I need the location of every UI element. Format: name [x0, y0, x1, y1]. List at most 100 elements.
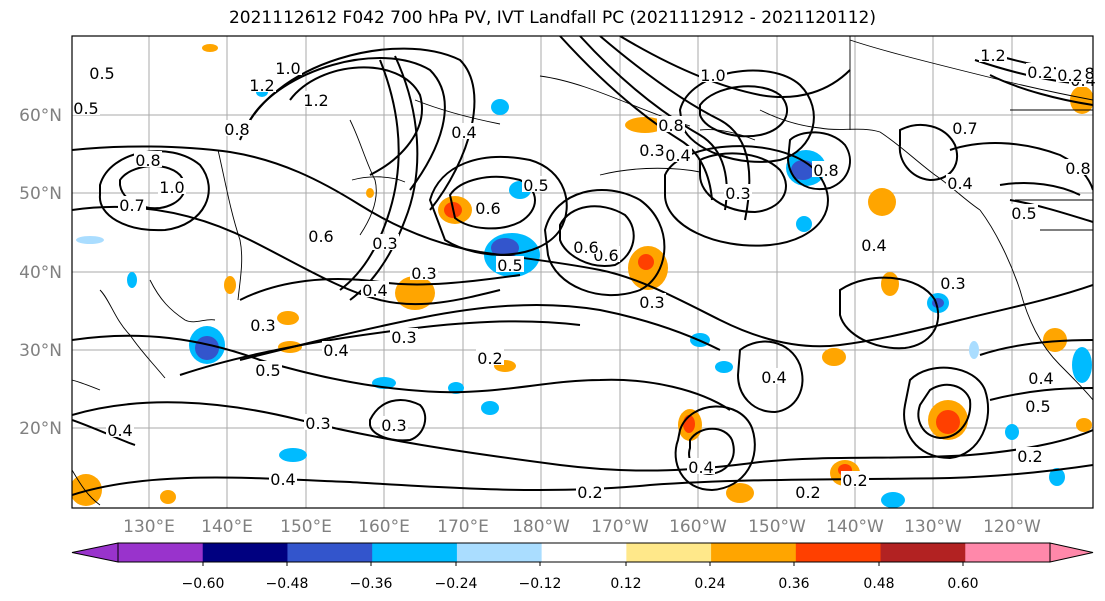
- contour-label: 0.2: [1017, 447, 1042, 466]
- contour-label-halo: [946, 174, 974, 190]
- contour-label: 0.5: [1011, 204, 1036, 223]
- contour-label-halo: [72, 99, 100, 115]
- negative-anomaly: [195, 336, 219, 360]
- contour-label: 0.4: [451, 123, 476, 142]
- contour-label-halo: [812, 161, 840, 177]
- pv-contours: [72, 36, 1093, 496]
- contour-label-halo: [474, 199, 502, 215]
- contour-label-halo: [106, 421, 134, 437]
- contour-label: 0.8: [224, 120, 249, 139]
- colorbar-tick-label: −0.48: [266, 576, 309, 592]
- positive-anomaly: [936, 410, 960, 434]
- positive-anomaly: [160, 490, 176, 504]
- longitude-label: 140°W: [826, 517, 884, 537]
- contour-label-halo: [1010, 204, 1038, 220]
- contour-label-halo: [1016, 447, 1044, 463]
- contour-label-halo: [1024, 397, 1052, 413]
- positive-anomaly: [638, 254, 654, 270]
- negative-anomaly: [881, 492, 905, 508]
- contour-label-halo: [254, 361, 282, 377]
- negative-anomaly: [969, 341, 979, 359]
- contour-label-halo: [390, 328, 418, 344]
- colorbar-swatch: [965, 543, 1051, 562]
- colorbar-tick-label: −0.60: [182, 576, 225, 592]
- contour-label: 1.0: [700, 66, 725, 85]
- latitude-label: 30°N: [19, 341, 62, 361]
- negative-anomaly: [491, 99, 509, 115]
- contour-label: 0.3: [411, 264, 436, 283]
- positive-anomaly: [202, 44, 218, 52]
- colorbar-tick-label: 0.24: [694, 576, 725, 592]
- contour-label: 0.4: [861, 236, 886, 255]
- contour-label: 0.4: [688, 458, 713, 477]
- contour-label-halo: [860, 236, 888, 252]
- negative-anomaly: [481, 401, 499, 415]
- contour-label: 1.2: [980, 46, 1005, 65]
- positive-anomaly: [224, 276, 236, 294]
- contour-label-halo: [760, 368, 788, 384]
- positive-anomaly: [726, 483, 754, 503]
- latitude-label: 50°N: [19, 184, 62, 204]
- contour-label-halo: [248, 76, 276, 92]
- colorbar-swatch: [202, 543, 288, 562]
- contour-label: 0.8: [813, 161, 838, 180]
- contour-label-halo: [118, 196, 146, 212]
- longitude-label: 140°E: [201, 517, 253, 537]
- contour-label: 0.3: [381, 416, 406, 435]
- contour-label-halo: [687, 458, 715, 474]
- contour-label-halo: [249, 316, 277, 332]
- colorbar-swatch: [626, 543, 712, 562]
- contour-label-halo: [371, 234, 399, 250]
- contour-label-halo: [699, 66, 727, 82]
- contour-label-halo: [496, 256, 524, 272]
- colorbar-tick-label: 0.36: [778, 576, 809, 592]
- contour-label: 0.8: [1065, 159, 1090, 178]
- longitude-labels: 130°E 140°E 150°E 160°E 170°E 180°W 170°W 160°W…: [123, 517, 1041, 537]
- contour-label-halo: [657, 116, 685, 132]
- contour-label: 0.7: [119, 196, 144, 215]
- contour-label-halo: [576, 483, 604, 499]
- longitude-label: 130°E: [123, 517, 175, 537]
- contour-label: 0.3: [372, 234, 397, 253]
- positive-anomaly: [366, 188, 374, 198]
- contour-label-halo: [302, 91, 330, 107]
- positive-anomaly: [1076, 418, 1092, 432]
- longitude-label: 170°W: [591, 517, 649, 537]
- contour-label: 0.2: [1027, 63, 1052, 82]
- contour-label: 0.5: [1025, 397, 1050, 416]
- contour-label-halo: [1064, 159, 1092, 175]
- contour-label-halo: [380, 416, 408, 432]
- contour-label: 0.5: [73, 99, 98, 118]
- contour-label-halo: [572, 238, 600, 254]
- contour-label: 0.4: [761, 368, 786, 387]
- negative-anomaly: [127, 272, 137, 288]
- contour-label: 0.2: [795, 483, 820, 502]
- positive-anomaly: [822, 348, 846, 366]
- contour-label: 0.5: [255, 361, 280, 380]
- contour-label: 0.8: [135, 151, 160, 170]
- negative-anomaly: [715, 361, 733, 373]
- contour-label-halo: [134, 151, 162, 167]
- negative-anomaly: [796, 216, 812, 232]
- map-frame: [71, 35, 1094, 509]
- contour-label-halo: [1056, 66, 1084, 82]
- longitude-label: 170°E: [437, 517, 489, 537]
- contour-label: 0.4: [107, 421, 132, 440]
- contour-label: 0.2: [477, 349, 502, 368]
- colorbar-tick-label: 0.60: [947, 576, 978, 592]
- contour-label: 1.2: [303, 91, 328, 110]
- contour-label: 0.3: [250, 316, 275, 335]
- contour-label-halo: [979, 46, 1007, 62]
- contour-label-halo: [638, 293, 666, 309]
- longitude-label: 120°W: [983, 517, 1041, 537]
- positive-anomaly: [868, 188, 896, 216]
- colorbar-swatch: [287, 543, 373, 562]
- contour-label-halo: [269, 470, 297, 486]
- contour-label: 0.8: [658, 116, 683, 135]
- contour-label: 0.4: [362, 281, 387, 300]
- contour-label-halo: [304, 414, 332, 430]
- longitude-label: 160°E: [358, 517, 410, 537]
- colorbar: −0.60 −0.48 −0.36 −0.24 −0.12 0.12 0.24 0.36 0.4…: [71, 542, 1094, 592]
- contour-label-halo: [88, 64, 116, 80]
- negative-anomaly: [1005, 424, 1019, 440]
